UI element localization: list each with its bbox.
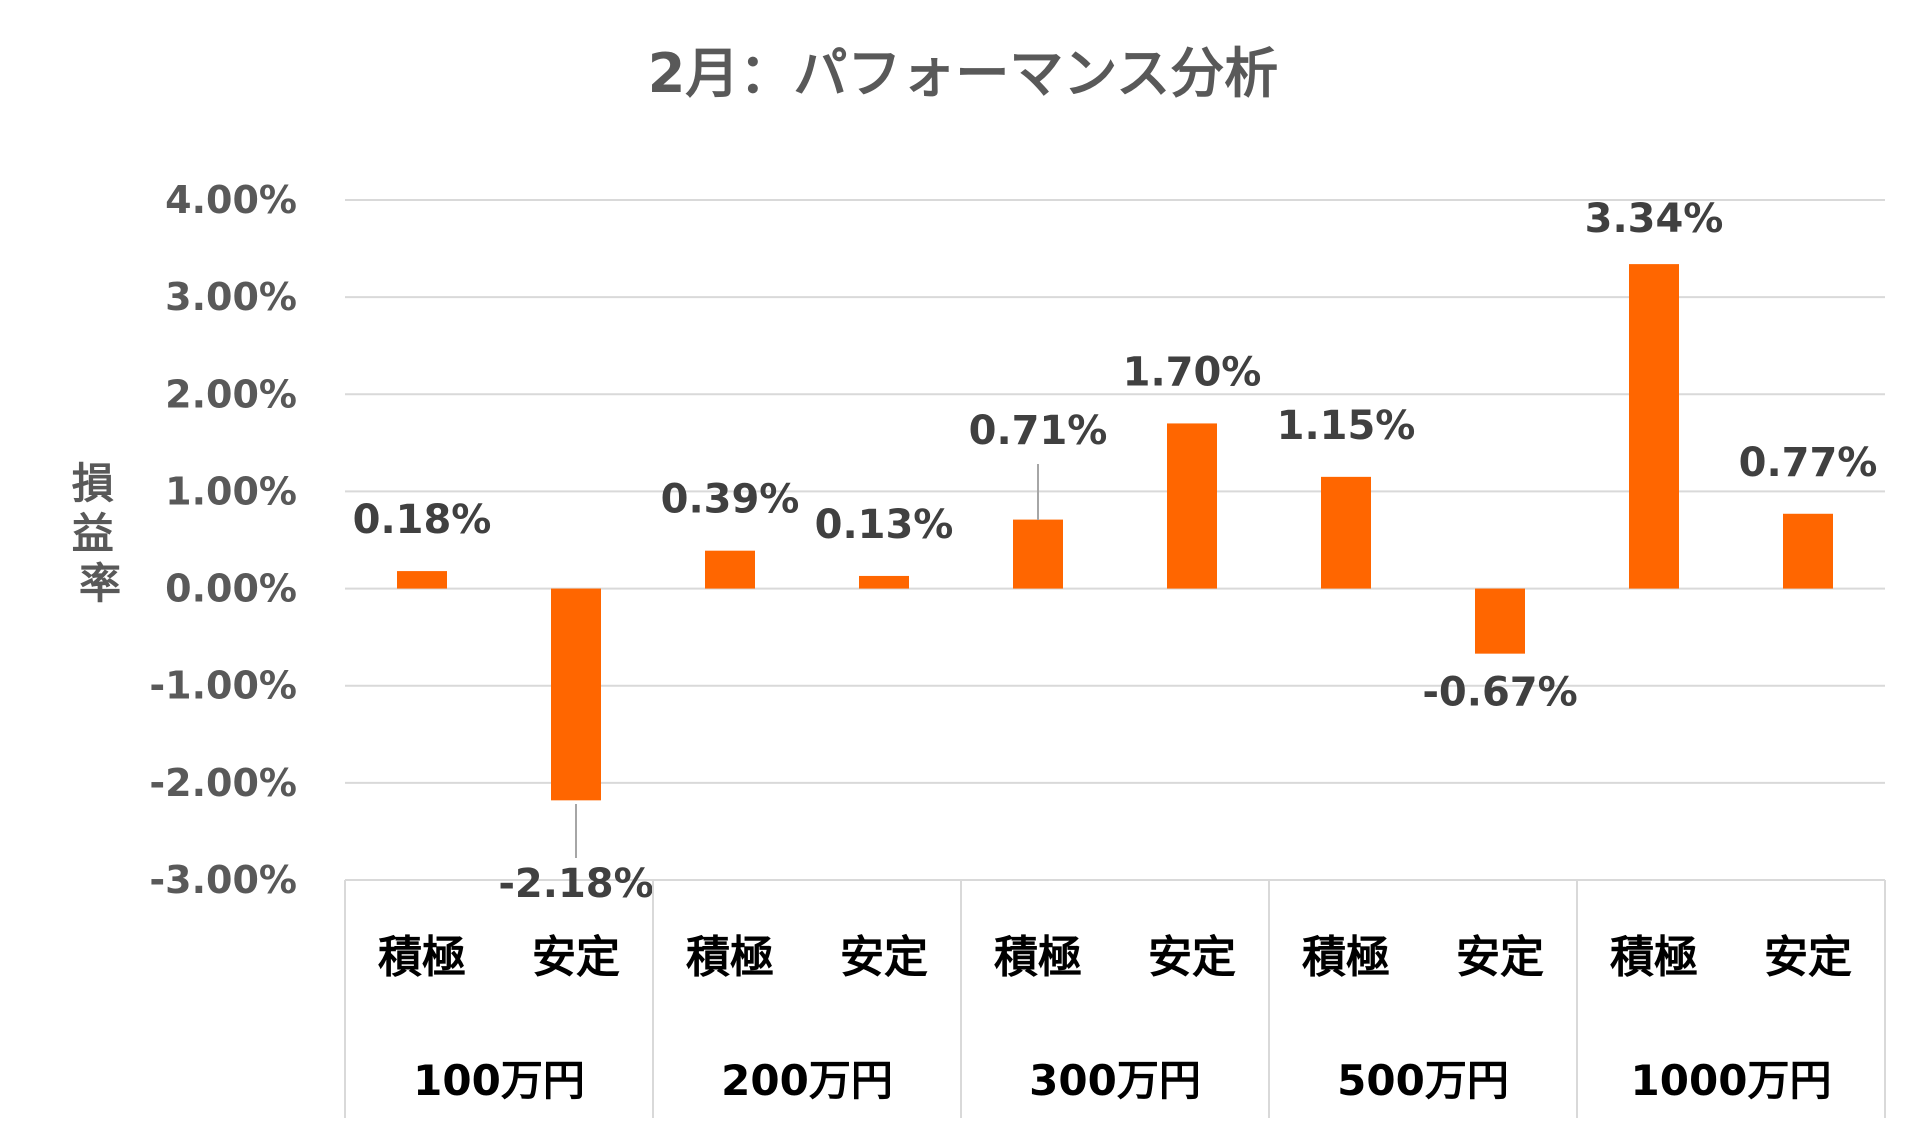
y-tick-label: -2.00% bbox=[149, 761, 297, 805]
category-label: 安定 bbox=[1148, 932, 1236, 983]
group-label: 300万円 bbox=[1029, 1056, 1201, 1105]
group-label: 1000万円 bbox=[1631, 1056, 1832, 1105]
y-axis-label-char-2: 益 bbox=[72, 509, 114, 558]
bar bbox=[551, 588, 601, 801]
y-tick-label: 3.00% bbox=[165, 275, 297, 319]
category-label: 積極 bbox=[994, 932, 1082, 983]
bar bbox=[397, 571, 447, 589]
data-label: 0.71% bbox=[969, 408, 1108, 454]
y-tick-label: 1.00% bbox=[165, 469, 297, 513]
category-label: 安定 bbox=[1764, 932, 1852, 983]
data-label: 3.34% bbox=[1585, 196, 1724, 242]
category-label: 安定 bbox=[532, 932, 620, 983]
category-label: 安定 bbox=[1456, 932, 1544, 983]
data-label: 0.39% bbox=[661, 477, 800, 523]
y-tick-label: 4.00% bbox=[165, 178, 297, 222]
y-tick-label: -1.00% bbox=[149, 664, 297, 708]
category-label: 積極 bbox=[1302, 932, 1390, 983]
data-label: 0.77% bbox=[1739, 440, 1878, 486]
category-label: 積極 bbox=[686, 932, 774, 983]
chart-title: 2月：パフォーマンス分析 bbox=[648, 42, 1279, 105]
y-tick-label: -3.00% bbox=[149, 858, 297, 902]
data-label: 0.18% bbox=[353, 497, 492, 543]
y-axis-label-char-1: 損 bbox=[72, 459, 114, 508]
bar bbox=[1013, 519, 1063, 589]
bar bbox=[1783, 513, 1833, 589]
bars bbox=[397, 264, 1833, 801]
bar bbox=[705, 550, 755, 589]
category-label: 安定 bbox=[840, 932, 928, 983]
bar bbox=[1629, 264, 1679, 589]
data-label: -2.18% bbox=[498, 861, 653, 907]
category-label: 積極 bbox=[378, 932, 466, 983]
group-label: 500万円 bbox=[1337, 1056, 1509, 1105]
x-axis: 積極 安定 積極 安定 積極 安定 積極 安定 積極 安定 100万円 200万円 300万円 500万円… bbox=[344, 880, 1886, 1118]
bar bbox=[1321, 476, 1371, 589]
group-label: 100万円 bbox=[413, 1056, 585, 1105]
bar bbox=[859, 575, 909, 589]
bar bbox=[1167, 423, 1217, 589]
y-tick-label: 0.00% bbox=[165, 567, 297, 611]
data-label: 1.70% bbox=[1123, 349, 1262, 395]
data-label: 1.15% bbox=[1277, 403, 1416, 449]
grid-lines bbox=[345, 199, 1885, 881]
data-label: 0.13% bbox=[815, 502, 954, 548]
category-label: 積極 bbox=[1610, 932, 1698, 983]
y-tick-label: 2.00% bbox=[165, 372, 297, 416]
y-axis-label: 損 益 率 bbox=[72, 459, 129, 608]
y-axis-label-char-3: 率 bbox=[79, 559, 121, 608]
bar bbox=[1475, 588, 1525, 654]
data-labels: 0.18% -2.18% 0.39% 0.13% 0.71% 1.70% 1.15% -0.6… bbox=[353, 196, 1878, 907]
data-label: -0.67% bbox=[1422, 670, 1577, 716]
group-label: 200万円 bbox=[721, 1056, 893, 1105]
y-axis-ticks: 4.00% 3.00% 2.00% 1.00% 0.00% -1.00% -2.00% -3.… bbox=[149, 178, 297, 902]
